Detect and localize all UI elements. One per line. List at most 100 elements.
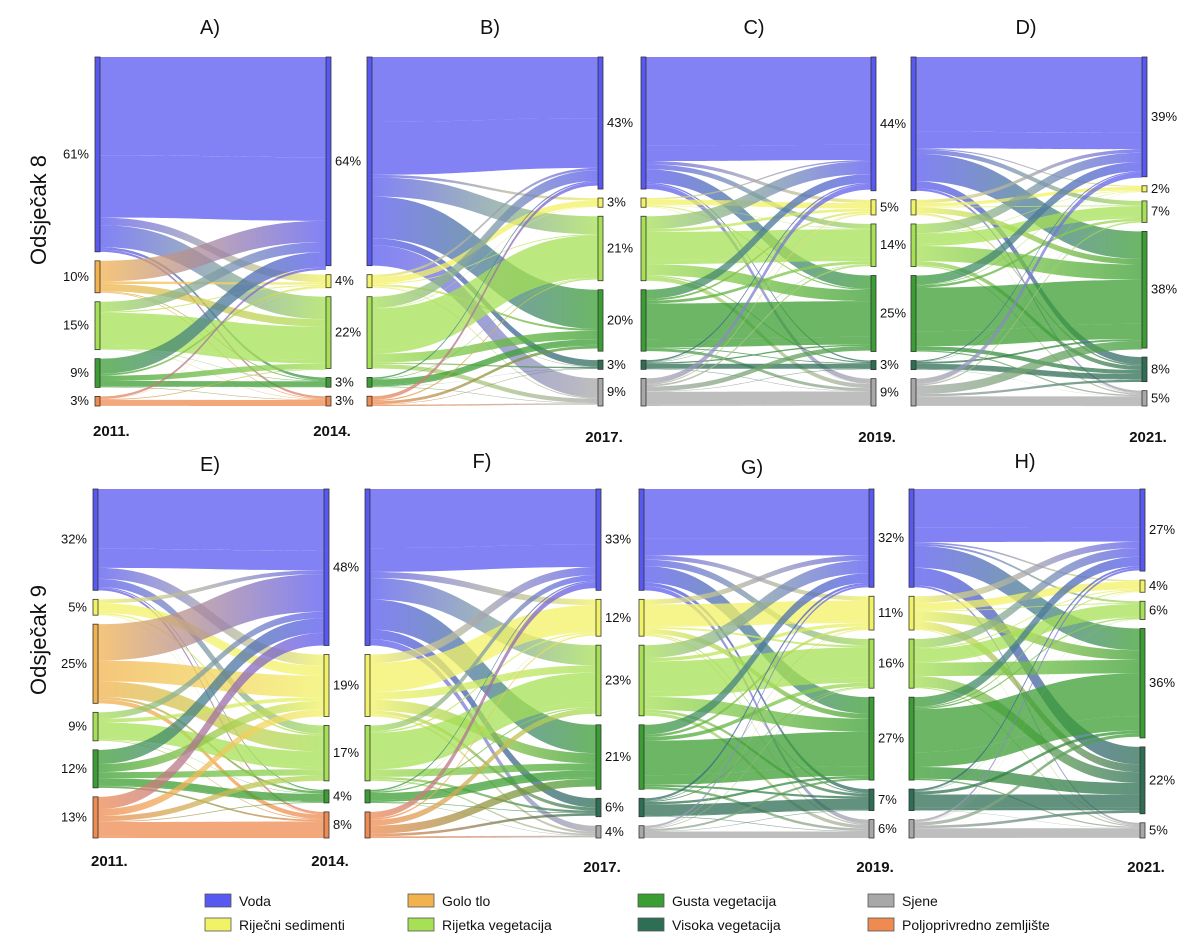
flow-link-gusta-vegetacija-to-gusta-vegetacija: [646, 301, 871, 340]
flow-link-rijecni-sedimenti-to-rijetka-vegetacija: [914, 603, 1140, 612]
right-node-label: 12%: [605, 610, 631, 625]
flow-link-golo-tlo-to-poljoprivredno-zemljiste: [98, 699, 324, 820]
flow-link-gusta-vegetacija-to-rijetka-vegetacija: [916, 218, 1142, 288]
right-node-rijecni-sedimenti: [597, 197, 604, 208]
left-node-gusta-vegetacija: [94, 358, 101, 388]
panel-title: H): [1014, 451, 1035, 473]
right-node-label: 38%: [1151, 282, 1177, 297]
legend-item-rijetka-vegetacija: Rijetka vegetacija: [407, 917, 552, 933]
flow-link-visoka-vegetacija-to-rijecni-sedimenti: [646, 213, 871, 362]
flow-link-gusta-vegetacija-to-rijecni-sedimenti: [644, 626, 869, 737]
flow-link-sjene-to-gusta-vegetacija: [646, 345, 871, 392]
legend-label: Golo tlo: [442, 893, 490, 909]
flow-link-sjene-to-gusta-vegetacija: [916, 340, 1142, 395]
flow-link-poljoprivredno-zemljiste-to-gusta-vegetacija: [370, 778, 596, 834]
left-node-poljoprivredno-zemljiste: [364, 811, 371, 839]
flow-link-rijecni-sedimenti-to-rijecni-sedimenti: [370, 605, 596, 690]
flow-link-rijetka-vegetacija-to-gusta-vegetacija: [370, 763, 596, 777]
right-node-gusta-vegetacija: [868, 696, 875, 781]
flow-link-gusta-vegetacija-to-voda: [100, 251, 326, 374]
flow-link-sjene-to-rijetka-vegetacija: [914, 619, 1140, 823]
right-node-label: 43%: [607, 115, 633, 130]
flow-link-visoka-vegetacija-to-rijetka-vegetacija: [916, 220, 1142, 362]
flow-link-rijetka-vegetacija-to-rijetka-vegetacija: [370, 672, 596, 765]
right-node-label: 64%: [335, 153, 361, 168]
flow-link-visoka-vegetacija-to-rijecni-sedimenti: [644, 628, 869, 802]
sankey-panel-b: B) 43% 3% 21% 20% 3% 9% 2017.: [366, 17, 633, 446]
panel-title: B): [480, 17, 500, 39]
flow-link-golo-tlo-to-rijecni-sedimenti: [98, 660, 324, 698]
flow-link-gusta-vegetacija-to-voda: [644, 573, 869, 735]
right-node-gusta-vegetacija: [1141, 230, 1148, 349]
flow-link-rijetka-vegetacija-to-gusta-vegetacija: [914, 659, 1140, 677]
flow-link-poljoprivredno-zemljiste-to-poljoprivredno-zemljiste: [98, 836, 324, 838]
left-node-label: 5%: [68, 599, 87, 614]
flow-link-rijecni-sedimenti-to-voda: [98, 570, 324, 604]
legend-label: Gusta vegetacija: [672, 893, 776, 909]
left-node-rijetka-vegetacija: [908, 638, 915, 689]
left-node-voda: [366, 56, 373, 267]
flow-link-rijecni-sedimenti-to-voda: [916, 149, 1142, 204]
flow-link-visoka-vegetacija-to-visoka-vegetacija: [914, 807, 1140, 811]
flow-link-voda-to-voda: [916, 57, 1142, 133]
flow-link-gusta-vegetacija-to-gusta-vegetacija: [644, 731, 869, 776]
left-node-gusta-vegetacija: [92, 749, 99, 789]
flow-link-voda-to-poljoprivredno-zemljiste: [98, 588, 324, 815]
flow-link-gusta-vegetacija-to-voda: [372, 180, 598, 379]
flow-link-rijetka-vegetacija-to-rijetka-vegetacija: [916, 216, 1142, 246]
flow-link-poljoprivredno-zemljiste-to-visoka-vegetacija: [370, 813, 596, 837]
legend-item-gusta-vegetacija: Gusta vegetacija: [637, 893, 776, 909]
flow-link-visoka-vegetacija-to-voda: [914, 566, 1140, 792]
sankey-panel-d: D) 39% 2% 7% 38% 8% 5% 2021.: [910, 17, 1177, 446]
flow-link-rijecni-sedimenti-to-rijetka-vegetacija: [372, 234, 598, 285]
flow-link-sjene-to-gusta-vegetacija: [644, 778, 869, 832]
left-node-rijecni-sedimenti: [640, 197, 647, 208]
flow-link-golo-tlo-to-voda: [100, 220, 326, 282]
right-node-label: 6%: [605, 800, 624, 815]
right-node-rijecni-sedimenti: [325, 274, 332, 289]
sankey-panel-h: H) 27% 4% 6% 36% 22% 5% 2021.: [908, 451, 1175, 876]
legend-label: Visoka vegetacija: [672, 917, 781, 933]
flow-link-golo-tlo-to-rijetka-vegetacija: [100, 283, 326, 327]
sankey-panel-a: A) 61% 10% 15% 9% 3% 64% 4% 22% 3% 3% 2011. 2014.: [63, 17, 361, 440]
legend-item-visoka-vegetacija: Visoka vegetacija: [637, 917, 781, 933]
left-node-golo-tlo: [94, 260, 101, 294]
right-node-visoka-vegetacija: [868, 788, 875, 811]
flow-link-voda-to-voda: [646, 57, 871, 146]
flow-link-poljoprivredno-zemljiste-to-poljoprivredno-zemljiste: [98, 821, 324, 837]
flow-link-visoka-vegetacija-to-rijecni-sedimenti: [914, 591, 1140, 792]
right-node-label: 2%: [1151, 181, 1170, 196]
flow-link-voda-to-voda: [644, 489, 869, 539]
flow-link-voda-to-rijecni-sedimenti: [372, 174, 598, 201]
flow-link-rijecni-sedimenti-to-gusta-vegetacija: [98, 614, 324, 792]
left-year-label: 2011.: [93, 423, 130, 440]
right-node-gusta-vegetacija: [1139, 628, 1146, 739]
flow-link-voda-to-voda: [644, 538, 869, 556]
flow-link-visoka-vegetacija-to-gusta-vegetacija: [916, 339, 1142, 364]
flow-link-poljoprivredno-zemljiste-to-poljoprivredno-zemljiste: [100, 399, 326, 407]
flow-link-rijecni-sedimenti-to-visoka-vegetacija: [370, 710, 596, 811]
flow-link-rijetka-vegetacija-to-rijetka-vegetacija: [372, 273, 598, 354]
left-node-label: 9%: [68, 719, 87, 734]
flow-link-gusta-vegetacija-to-rijetka-vegetacija: [372, 277, 598, 380]
right-node-rijecni-sedimenti: [595, 598, 602, 637]
right-node-label: 27%: [1149, 522, 1175, 537]
flow-link-gusta-vegetacija-to-gusta-vegetacija: [98, 785, 324, 803]
right-node-label: 6%: [1149, 602, 1168, 617]
flow-link-sjene-to-voda: [914, 568, 1140, 822]
right-node-label: 17%: [333, 745, 359, 760]
flow-link-poljoprivredno-zemljiste-to-rijetka-vegetacija: [98, 775, 324, 822]
flow-link-gusta-vegetacija-to-rijetka-vegetacija: [370, 707, 596, 793]
flow-link-rijetka-vegetacija-to-voda: [644, 560, 869, 659]
flow-link-sjene-to-rijecni-sedimenti: [646, 213, 871, 385]
flow-link-rijetka-vegetacija-to-sjene: [914, 686, 1140, 827]
right-node-sjene: [1141, 390, 1148, 407]
flow-link-poljoprivredno-zemljiste-to-gusta-vegetacija: [372, 345, 598, 405]
flow-link-rijetka-vegetacija-to-rijetka-vegetacija: [646, 229, 871, 260]
flow-link-gusta-vegetacija-to-rijetka-vegetacija: [644, 682, 869, 741]
left-node-voda: [910, 56, 917, 192]
flow-link-rijetka-vegetacija-to-gusta-vegetacija: [98, 739, 324, 794]
flow-link-rijetka-vegetacija-to-gusta-vegetacija: [644, 696, 869, 732]
flow-link-visoka-vegetacija-to-gusta-vegetacija: [644, 775, 869, 805]
flow-link-gusta-vegetacija-to-rijecni-sedimenti: [646, 211, 871, 301]
